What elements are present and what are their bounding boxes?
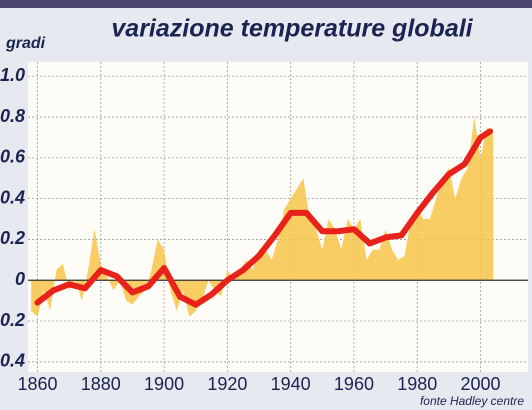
smoothed-line — [34, 128, 494, 308]
chart-title: variazione temperature globali — [111, 15, 473, 43]
y-tick-label: -0.4 — [0, 351, 25, 371]
y-tick-label: 0.8 — [0, 106, 25, 126]
x-tick-label: 1860 — [17, 374, 57, 394]
annual-area — [31, 117, 494, 317]
x-tick-label: 1900 — [144, 374, 184, 394]
source-note: fonte Hadley centre — [420, 394, 524, 408]
x-tick-label: 1880 — [81, 374, 121, 394]
y-tick-label: 0 — [15, 269, 25, 289]
x-tick-label: 1920 — [207, 374, 247, 394]
x-tick-label: 2000 — [461, 374, 501, 394]
y-tick-label: 0.6 — [0, 147, 26, 167]
y-tick-label: -0.2 — [0, 310, 25, 330]
y-tick-label: 0.2 — [0, 228, 25, 248]
x-tick-label: 1960 — [334, 374, 374, 394]
y-axis-label: gradi — [5, 35, 46, 52]
x-tick-label: 1940 — [271, 374, 311, 394]
y-tick-label: 0.4 — [0, 187, 25, 207]
top-band — [0, 0, 532, 8]
x-tick-label: 1980 — [397, 374, 437, 394]
y-tick-label: 1.0 — [0, 65, 25, 85]
